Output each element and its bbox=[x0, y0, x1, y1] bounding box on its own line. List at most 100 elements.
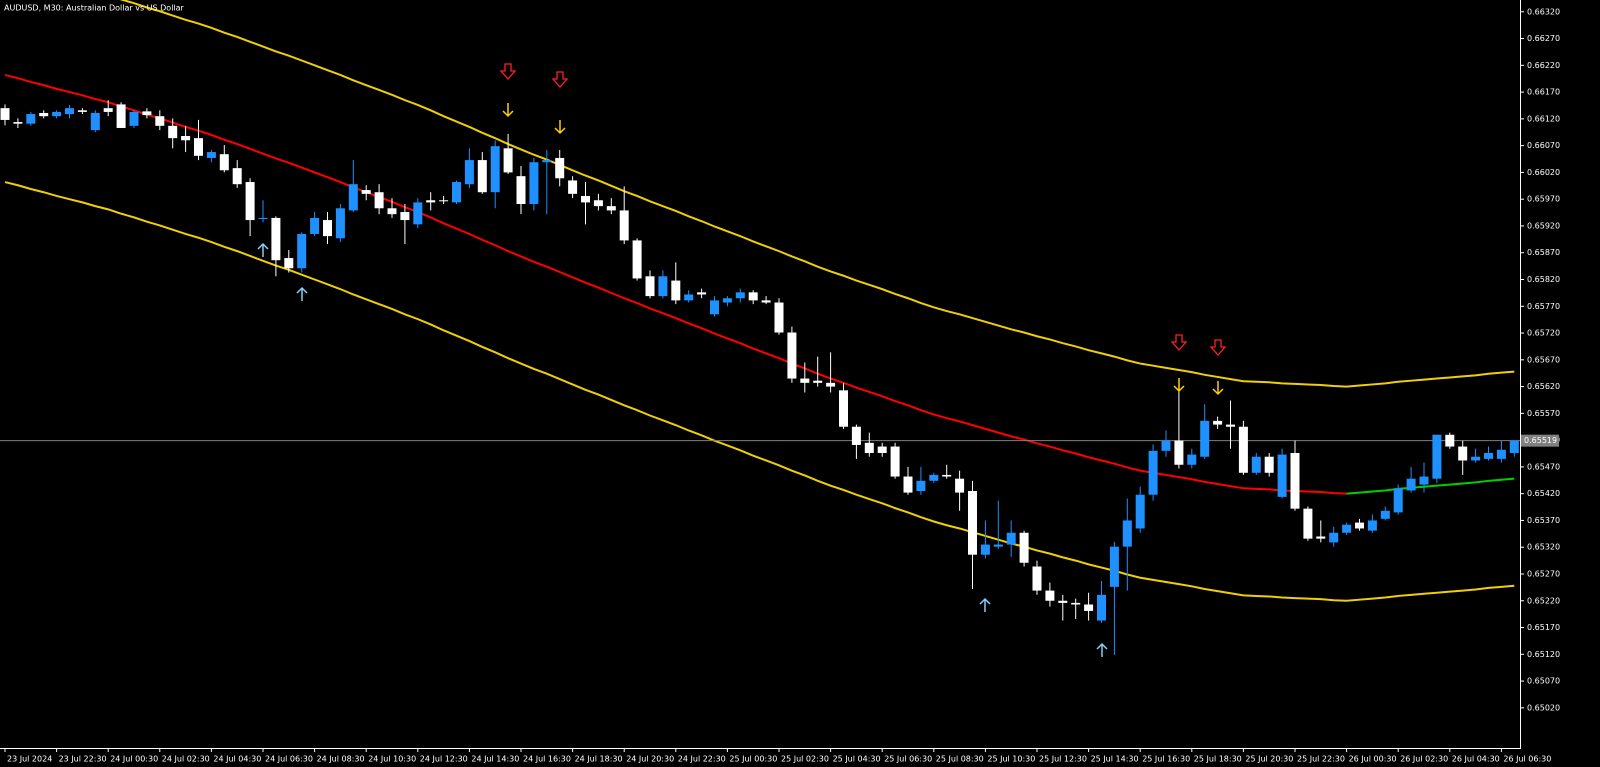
sell-signal-arrow bbox=[551, 71, 569, 88]
candle-body bbox=[464, 160, 474, 185]
candle-body bbox=[671, 280, 681, 301]
candle-body bbox=[774, 302, 784, 333]
candle-body bbox=[1471, 456, 1481, 461]
candle-body bbox=[1058, 600, 1068, 603]
y-tick-label: 0.66070 bbox=[1527, 141, 1560, 150]
candle-body bbox=[52, 111, 62, 117]
candle-body bbox=[903, 476, 913, 493]
candle-body bbox=[245, 182, 255, 221]
band-line bbox=[4, 73, 1515, 495]
candle-body bbox=[1161, 440, 1171, 451]
candle-body bbox=[1484, 452, 1493, 459]
candle-body bbox=[232, 168, 242, 185]
candle-body bbox=[374, 192, 384, 209]
candle-body bbox=[1238, 426, 1248, 473]
candle-body bbox=[1174, 440, 1184, 465]
x-tick-label: 24 Jul 20:30 bbox=[626, 755, 674, 764]
y-tick-label: 0.65270 bbox=[1527, 569, 1560, 578]
x-tick-label: 24 Jul 04:30 bbox=[213, 755, 261, 764]
candle-body bbox=[348, 184, 358, 211]
candle-body bbox=[1019, 532, 1029, 563]
candle-body bbox=[1432, 434, 1442, 479]
candle-body bbox=[1251, 456, 1261, 473]
y-tick-label: 0.65920 bbox=[1527, 221, 1560, 230]
x-tick-label: 25 Jul 08:30 bbox=[936, 755, 984, 764]
candle-body bbox=[1006, 532, 1016, 545]
signal-arrows bbox=[257, 63, 1227, 657]
candle-body bbox=[77, 110, 87, 112]
x-tick-label: 25 Jul 22:30 bbox=[1297, 755, 1345, 764]
candle-body bbox=[942, 474, 952, 477]
y-tick-label: 0.65720 bbox=[1527, 329, 1560, 338]
candle-body bbox=[916, 480, 926, 491]
candle-body bbox=[684, 294, 694, 301]
candle-body bbox=[103, 108, 113, 112]
candle-body bbox=[877, 446, 887, 453]
candle-body bbox=[400, 212, 410, 221]
candle-body bbox=[1148, 450, 1158, 495]
candle-body bbox=[439, 200, 449, 202]
candle-body bbox=[323, 220, 332, 237]
candle-body bbox=[1355, 522, 1364, 529]
price-label: 0.65519 bbox=[1524, 436, 1557, 445]
candle-body bbox=[142, 111, 152, 116]
candle-body bbox=[761, 300, 771, 303]
candle-body bbox=[1458, 446, 1468, 461]
chart-title: AUDUSD, M30: Australian Dollar vs US Dol… bbox=[4, 4, 185, 13]
y-tick-label: 0.66270 bbox=[1527, 34, 1560, 43]
candle-body bbox=[929, 474, 939, 481]
candle-body bbox=[1071, 602, 1081, 605]
x-tick-label: 24 Jul 22:30 bbox=[678, 755, 726, 764]
candle-body bbox=[1342, 524, 1352, 533]
y-tick-label: 0.66020 bbox=[1527, 168, 1560, 177]
x-tick-label: 25 Jul 04:30 bbox=[833, 755, 881, 764]
candle-body bbox=[1032, 566, 1042, 591]
candle-body bbox=[1200, 420, 1210, 457]
candle-body bbox=[735, 292, 745, 299]
down-arrow bbox=[1212, 381, 1224, 396]
candle-body bbox=[1303, 508, 1313, 539]
candle-body bbox=[826, 382, 836, 387]
candle-body bbox=[581, 195, 590, 203]
candle-body bbox=[271, 217, 281, 261]
y-tick-label: 0.65370 bbox=[1527, 516, 1560, 525]
candle-body bbox=[452, 182, 461, 203]
y-tick-label: 0.65020 bbox=[1527, 703, 1560, 712]
candle-body bbox=[26, 114, 36, 124]
up-arrow bbox=[257, 242, 269, 257]
candle-body bbox=[864, 442, 874, 453]
candle-body bbox=[413, 202, 423, 225]
up-arrow bbox=[296, 286, 308, 301]
x-tick-label: 25 Jul 18:30 bbox=[1194, 755, 1242, 764]
candle-body bbox=[1380, 510, 1390, 519]
candle-body bbox=[1406, 478, 1416, 491]
candle-body bbox=[387, 208, 397, 215]
candle-body bbox=[297, 233, 307, 269]
candle-body bbox=[813, 380, 823, 383]
candle-body bbox=[258, 217, 268, 219]
x-tick-label: 24 Jul 18:30 bbox=[575, 755, 623, 764]
candle-body bbox=[310, 217, 320, 234]
plot-area bbox=[0, 0, 1520, 655]
y-tick-label: 0.65420 bbox=[1527, 489, 1560, 498]
x-tick-label: 25 Jul 10:30 bbox=[987, 755, 1035, 764]
x-tick-label: 26 Jul 06:30 bbox=[1503, 755, 1551, 764]
candle-body bbox=[1045, 590, 1055, 601]
candle-body bbox=[1135, 494, 1145, 529]
candle-body bbox=[1187, 454, 1197, 465]
up-arrow bbox=[1096, 642, 1108, 657]
y-tick-label: 0.65870 bbox=[1527, 248, 1560, 257]
y-tick-label: 0.65620 bbox=[1527, 382, 1560, 391]
candle-body bbox=[1226, 424, 1235, 427]
candle-body bbox=[1264, 456, 1274, 473]
candle-body bbox=[13, 122, 23, 124]
x-tick-label: 24 Jul 08:30 bbox=[317, 755, 365, 764]
x-tick-label: 23 Jul 22:30 bbox=[59, 755, 107, 764]
x-tick-label: 26 Jul 04:30 bbox=[1452, 755, 1500, 764]
x-tick-label: 25 Jul 00:30 bbox=[729, 755, 777, 764]
candle-body bbox=[39, 112, 49, 117]
candle-body bbox=[955, 478, 965, 493]
candle-body bbox=[503, 148, 513, 173]
sell-signal-arrow bbox=[499, 63, 517, 80]
